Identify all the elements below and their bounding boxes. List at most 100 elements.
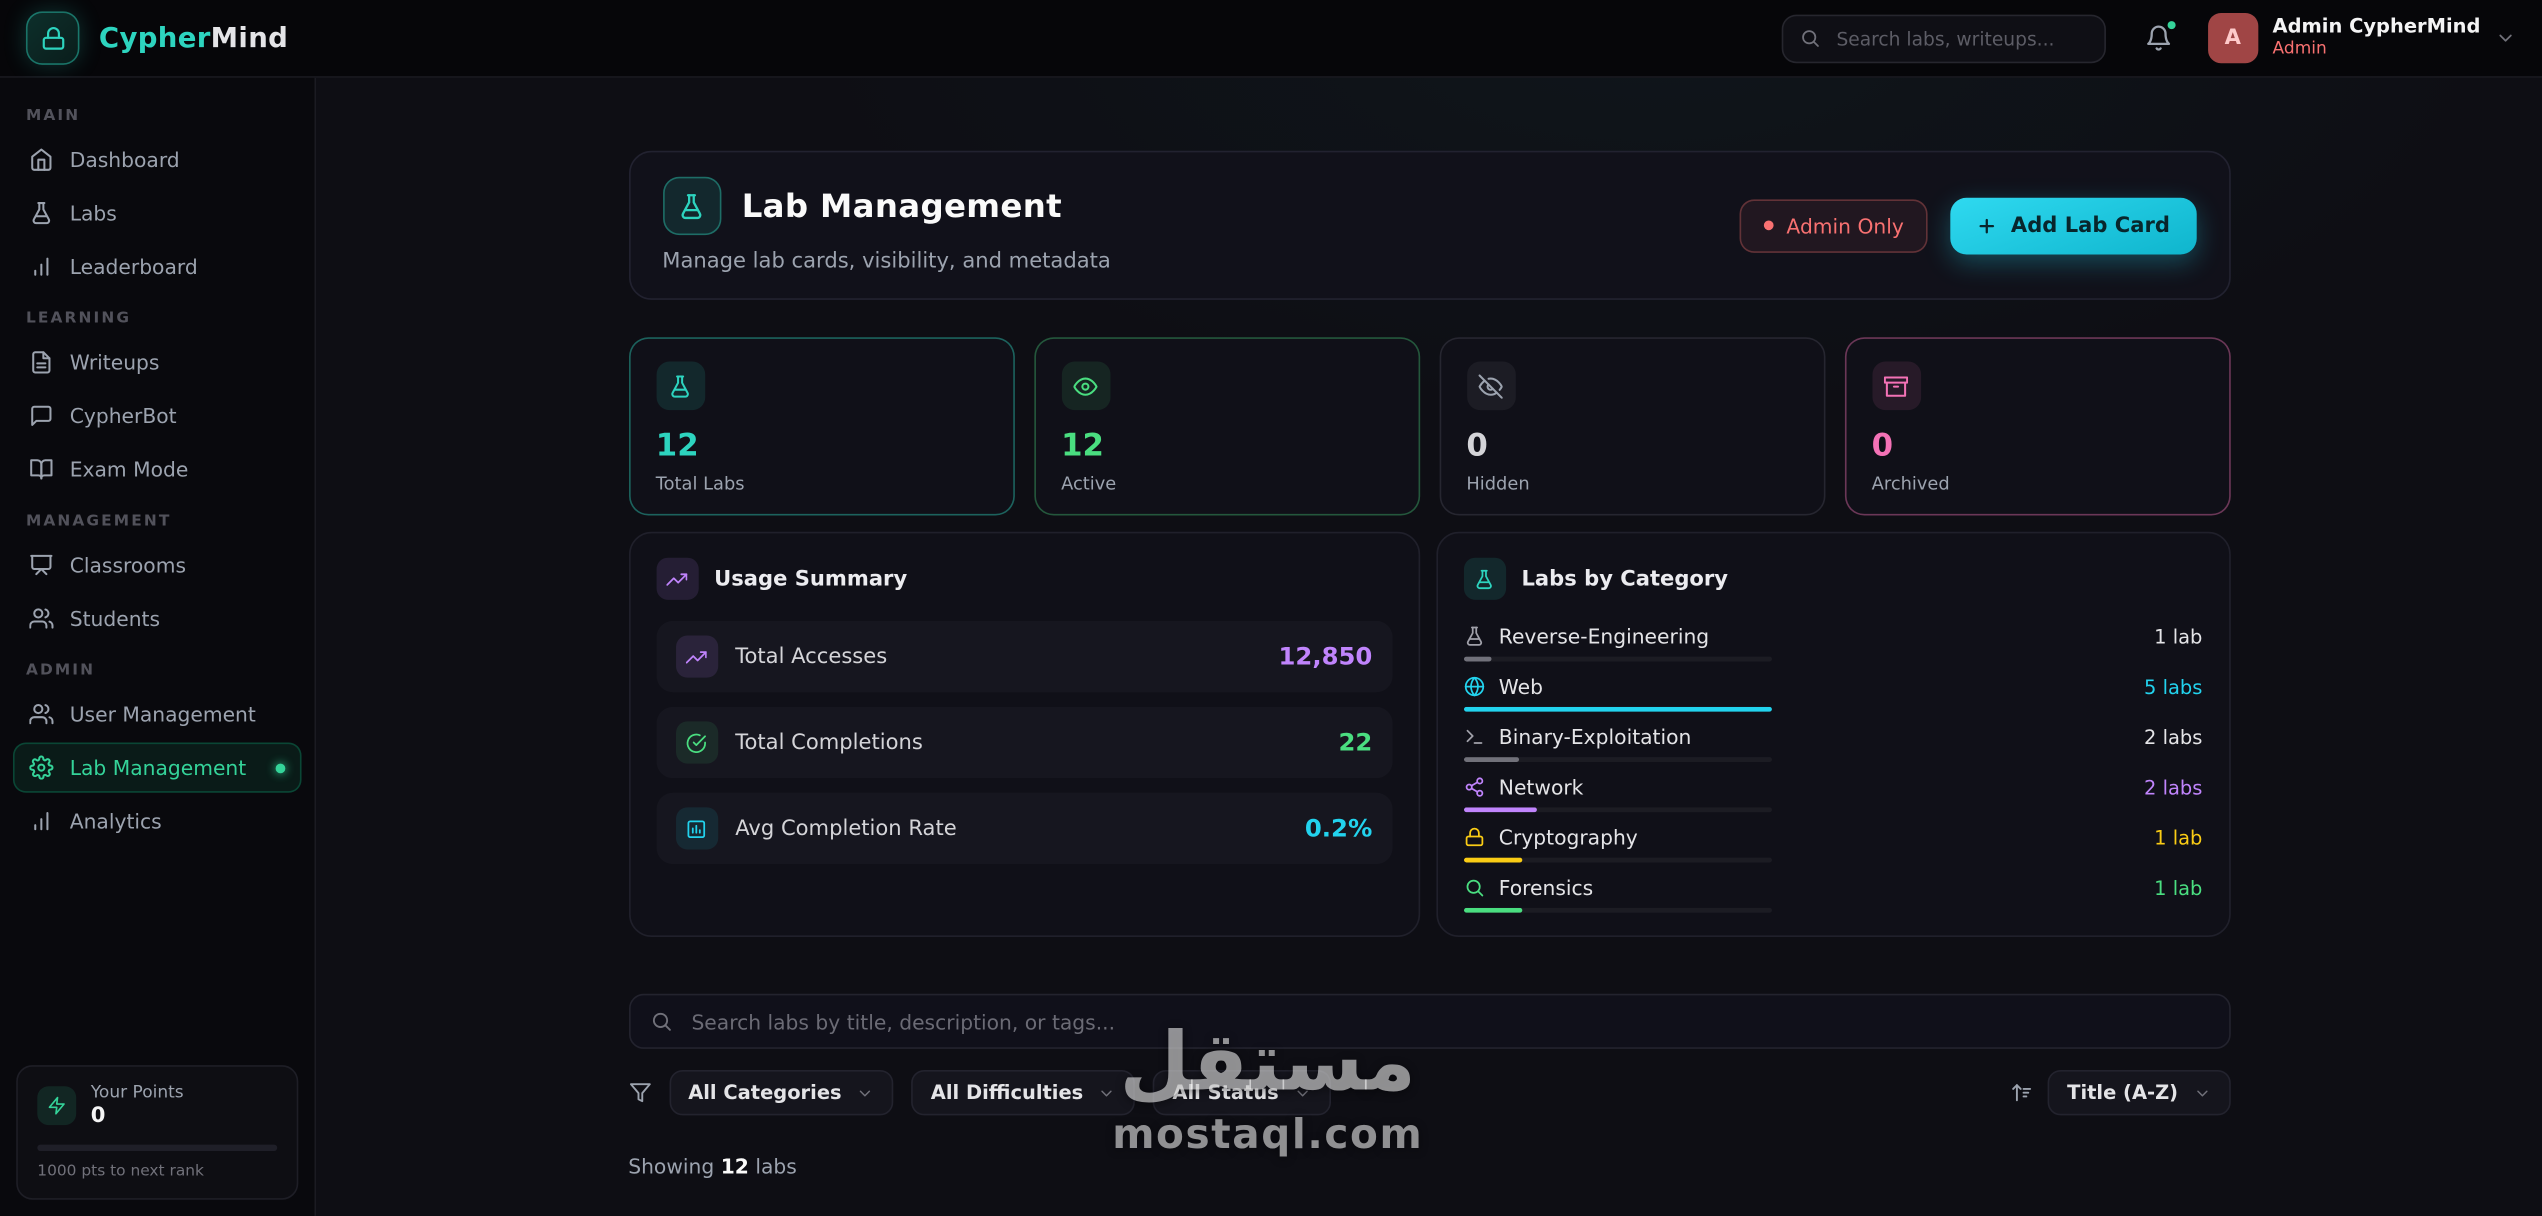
badge-dot bbox=[1763, 220, 1774, 231]
page-icon-box bbox=[662, 176, 721, 236]
sidebar-item-label: Classrooms bbox=[69, 552, 187, 578]
difficulties-filter-select[interactable]: All Difficulties bbox=[911, 1069, 1136, 1116]
category-bar-track bbox=[1463, 706, 1772, 712]
category-bar-fill bbox=[1463, 807, 1538, 813]
trending-up-icon bbox=[686, 646, 707, 667]
chevron-down-icon bbox=[856, 1084, 874, 1102]
category-label: Network bbox=[1498, 774, 1584, 800]
eye-off-icon bbox=[1479, 374, 1503, 398]
add-lab-card-button[interactable]: Add Lab Card bbox=[1950, 196, 2196, 254]
usage-row-total-completions: Total Completions 22 bbox=[655, 706, 1392, 779]
add-lab-card-label: Add Lab Card bbox=[2010, 213, 2170, 238]
sidebar-item-classrooms[interactable]: Classrooms bbox=[13, 540, 302, 590]
sidebar-section-management: MANAGEMENT bbox=[25, 512, 172, 531]
stat-archived: 0 Archived bbox=[1844, 337, 2230, 516]
usage-value: 0.2% bbox=[1304, 813, 1373, 844]
user-menu[interactable]: A Admin CypherMind Admin bbox=[2207, 12, 2516, 64]
category-label: Cryptography bbox=[1498, 825, 1638, 850]
presentation-icon bbox=[29, 553, 53, 577]
category-count: 5 labs bbox=[2144, 675, 2203, 698]
category-count: 2 labs bbox=[2144, 775, 2203, 799]
category-bar-track bbox=[1463, 857, 1772, 863]
stat-label: Hidden bbox=[1466, 473, 1530, 495]
sidebar-item-labs[interactable]: Labs bbox=[13, 188, 302, 238]
category-label: Binary-Exploitation bbox=[1498, 724, 1692, 749]
labs-search[interactable] bbox=[628, 993, 2230, 1049]
avatar: A bbox=[2207, 12, 2258, 64]
home-icon bbox=[29, 148, 53, 172]
admin-only-label: Admin Only bbox=[1786, 213, 1904, 238]
sidebar-item-cypherbot[interactable]: CypherBot bbox=[13, 391, 302, 441]
lock-icon bbox=[40, 25, 66, 51]
status-filter-select[interactable]: All Status bbox=[1152, 1069, 1331, 1116]
category-bar-track bbox=[1463, 907, 1772, 913]
labs-search-input[interactable] bbox=[688, 1007, 2209, 1036]
category-row-reverse-engineering: Reverse-Engineering 1 lab bbox=[1463, 621, 2202, 662]
sidebar-item-dashboard[interactable]: Dashboard bbox=[13, 135, 302, 185]
global-search-input[interactable] bbox=[1833, 25, 2088, 52]
category-bar-track bbox=[1463, 656, 1772, 662]
sidebar-item-leaderboard[interactable]: Leaderboard bbox=[13, 242, 302, 292]
category-row-binary-exploitation: Binary-Exploitation 2 labs bbox=[1463, 721, 2202, 762]
bar-chart-icon bbox=[29, 255, 53, 279]
sort-icon bbox=[2010, 1081, 2033, 1104]
check-circle-icon-box bbox=[675, 721, 718, 764]
stat-hidden: 0 Hidden bbox=[1438, 337, 1825, 516]
trending-up-icon-box bbox=[675, 635, 718, 678]
file-text-icon bbox=[29, 350, 53, 374]
sidebar-item-analytics[interactable]: Analytics bbox=[13, 796, 302, 846]
search-icon bbox=[1799, 28, 1820, 49]
zap-icon bbox=[47, 1097, 66, 1116]
panels-row: Usage Summary Total Accesses 12,850 bbox=[628, 531, 2230, 938]
status-filter-value: All Status bbox=[1172, 1081, 1279, 1105]
main-content: Lab Management Manage lab cards, visibil… bbox=[316, 78, 2542, 1216]
category-bar-fill bbox=[1463, 757, 1519, 762]
category-bar-fill bbox=[1463, 857, 1522, 863]
eye-icon bbox=[1073, 374, 1097, 398]
bar-chart-icon-box bbox=[675, 807, 718, 850]
global-search[interactable] bbox=[1781, 13, 2106, 63]
user-role: Admin bbox=[2272, 39, 2327, 60]
sidebar-item-label: Leaderboard bbox=[69, 254, 198, 279]
plus-icon bbox=[1977, 215, 1998, 236]
usage-summary-title: Usage Summary bbox=[714, 566, 908, 591]
stat-label: Active bbox=[1061, 473, 1117, 495]
points-progress-track bbox=[37, 1144, 278, 1152]
category-count: 1 lab bbox=[2154, 624, 2203, 648]
category-bar-fill bbox=[1463, 656, 1491, 662]
notifications-button[interactable] bbox=[2144, 19, 2177, 52]
labs-by-category-panel: Labs by Category Reverse-Engineering 1 l… bbox=[1435, 531, 2230, 938]
sort-select[interactable]: Title (A-Z) bbox=[2047, 1069, 2230, 1116]
sidebar-item-label: Analytics bbox=[69, 808, 162, 834]
sidebar-item-lab-management[interactable]: Lab Management bbox=[12, 742, 302, 793]
sidebar-item-label: CypherBot bbox=[69, 403, 177, 428]
flask-icon bbox=[1474, 568, 1495, 589]
archive-icon bbox=[1884, 374, 1908, 398]
page-subtitle: Manage lab cards, visibility, and metada… bbox=[662, 249, 1111, 274]
sidebar-item-user-management[interactable]: User Management bbox=[13, 689, 302, 739]
category-label: Forensics bbox=[1498, 875, 1594, 900]
categories-filter-select[interactable]: All Categories bbox=[668, 1069, 894, 1116]
flask-icon bbox=[1463, 626, 1484, 647]
trending-up-icon-box bbox=[655, 557, 698, 600]
usage-value: 22 bbox=[1338, 727, 1373, 758]
chat-icon bbox=[29, 404, 53, 428]
category-bar-fill bbox=[1463, 706, 1772, 712]
layout: MAIN Dashboard Labs Leaderboard LEARNING… bbox=[0, 77, 2542, 1216]
stat-value: 12 bbox=[655, 427, 699, 464]
sidebar-item-exam-mode[interactable]: Exam Mode bbox=[13, 444, 302, 494]
book-icon bbox=[29, 457, 53, 481]
flask-icon bbox=[29, 201, 53, 225]
difficulties-filter-value: All Difficulties bbox=[930, 1081, 1084, 1105]
sidebar-item-label: Writeups bbox=[69, 350, 160, 375]
topbar: CypherMind A Admin CypherMind Admin bbox=[0, 0, 2542, 78]
category-bar-fill bbox=[1463, 907, 1522, 913]
sidebar-item-writeups[interactable]: Writeups bbox=[13, 337, 302, 387]
search-icon bbox=[649, 1010, 672, 1033]
stat-active: 12 Active bbox=[1033, 337, 1420, 516]
app-logo[interactable] bbox=[25, 11, 80, 65]
user-name: Admin CypherMind bbox=[2272, 15, 2481, 38]
sidebar-item-label: User Management bbox=[69, 701, 256, 727]
sidebar-item-students[interactable]: Students bbox=[13, 593, 302, 643]
category-label: Reverse-Engineering bbox=[1498, 624, 1710, 649]
